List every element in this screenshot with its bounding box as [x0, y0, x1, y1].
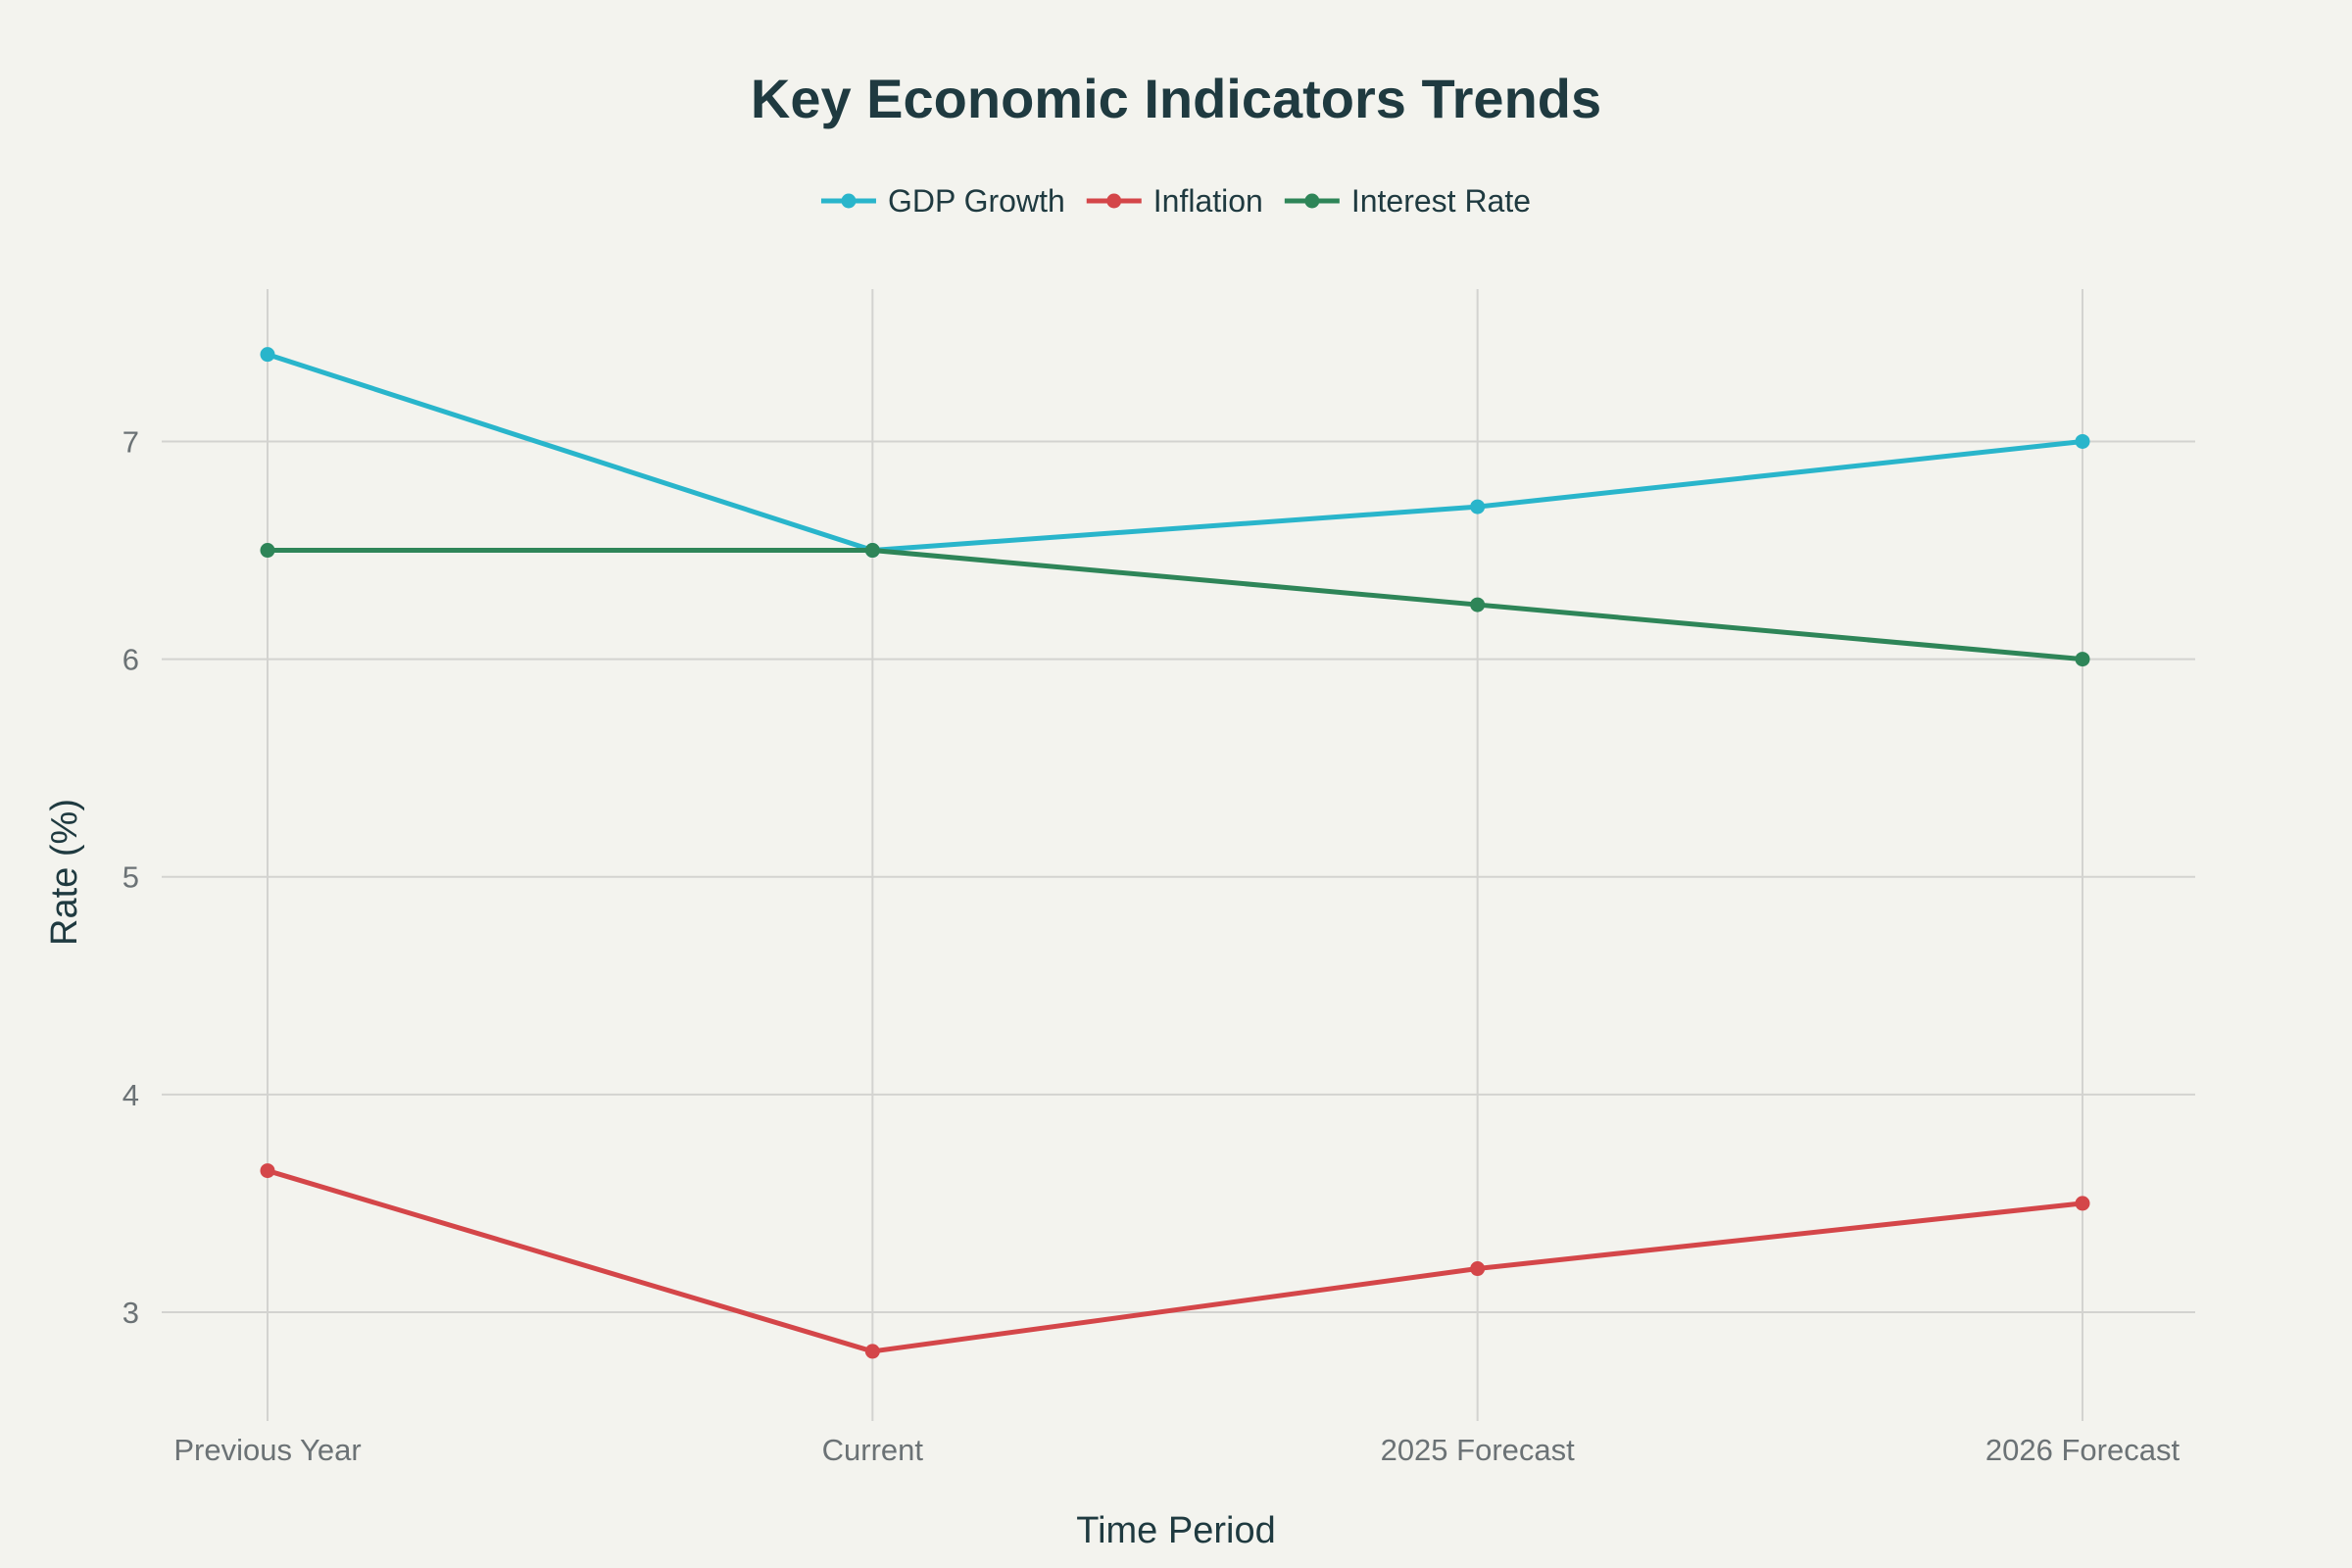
series-inflation — [260, 1163, 2090, 1359]
y-tick-label: 6 — [122, 643, 139, 677]
interest-rate-point — [2075, 652, 2090, 667]
gdp-growth-point — [1470, 499, 1486, 514]
inflation-line — [265, 1168, 2085, 1354]
legend-item-inflation: Inflation — [1086, 183, 1263, 219]
legend: GDP Growth Inflation Interest Rate — [820, 183, 1531, 219]
chart-title: Key Economic Indicators Trends — [751, 68, 1601, 129]
gdp-growth-line — [265, 352, 2085, 554]
series-interest-rate — [260, 543, 2090, 667]
inflation-point — [2075, 1196, 2090, 1211]
interest-rate-point — [864, 543, 880, 559]
legend-label: Interest Rate — [1351, 183, 1531, 219]
x-tick-labels: Previous Year Current 2025 Forecast 2026 Fo… — [173, 1433, 2180, 1467]
interest-rate-point — [260, 543, 275, 559]
y-tick-label: 4 — [122, 1078, 139, 1112]
inflation-point — [1470, 1261, 1486, 1277]
y-tick-label: 7 — [122, 424, 139, 459]
x-tick-label: 2025 Forecast — [1381, 1433, 1576, 1467]
legend-marker — [841, 193, 857, 209]
legend-label: GDP Growth — [888, 183, 1065, 219]
interest-rate-point — [1470, 597, 1486, 612]
x-gridlines — [267, 289, 2083, 1421]
y-gridlines — [162, 440, 2195, 1313]
series-layer — [260, 347, 2090, 1359]
x-axis-title: Time Period — [1076, 1510, 1275, 1551]
series-gdp-growth — [260, 347, 2090, 559]
inflation-point — [864, 1344, 880, 1359]
x-tick-label: 2026 Forecast — [1985, 1433, 2180, 1467]
legend-marker — [1106, 193, 1122, 209]
y-tick-labels: 3 4 5 6 7 — [122, 424, 139, 1329]
legend-item-interest-rate: Interest Rate — [1284, 183, 1531, 219]
legend-item-gdp-growth: GDP Growth — [820, 183, 1065, 219]
interest-rate-line — [265, 548, 2085, 662]
y-tick-label: 5 — [122, 860, 139, 895]
y-tick-label: 3 — [122, 1296, 139, 1330]
x-tick-label: Current — [822, 1433, 924, 1467]
gdp-growth-point — [260, 347, 275, 363]
gdp-growth-point — [2075, 433, 2090, 449]
x-tick-label: Previous Year — [173, 1433, 361, 1467]
legend-marker — [1304, 193, 1320, 209]
legend-label: Inflation — [1153, 183, 1263, 219]
inflation-point — [260, 1163, 275, 1179]
y-axis-title: Rate (%) — [44, 799, 85, 946]
